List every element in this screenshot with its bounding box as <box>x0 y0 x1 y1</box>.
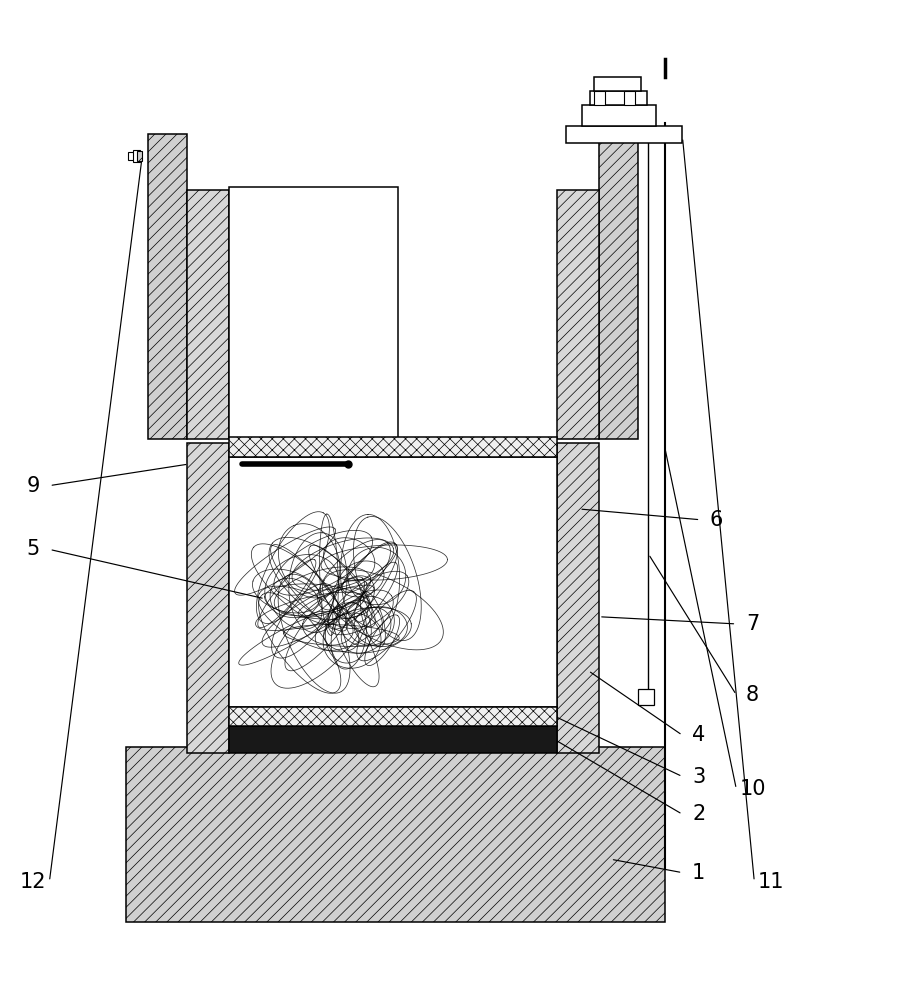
Bar <box>126 747 665 922</box>
Text: 4: 4 <box>692 725 705 745</box>
Bar <box>187 190 229 439</box>
Bar <box>148 134 187 439</box>
Bar <box>590 91 647 105</box>
Text: 6: 6 <box>710 510 723 530</box>
Text: 3: 3 <box>692 767 705 787</box>
Bar <box>594 77 641 91</box>
Bar <box>137 151 142 161</box>
Text: 10: 10 <box>739 779 766 799</box>
Bar <box>133 150 140 162</box>
Bar <box>229 437 557 457</box>
Bar <box>582 105 656 126</box>
Bar <box>624 91 635 105</box>
Bar <box>229 187 398 439</box>
Bar <box>229 457 557 707</box>
Bar <box>594 91 605 105</box>
Bar <box>557 443 599 753</box>
Text: 5: 5 <box>27 539 40 559</box>
Text: 2: 2 <box>692 804 705 824</box>
Bar <box>566 126 682 143</box>
Bar <box>229 707 557 726</box>
Text: 12: 12 <box>20 872 47 892</box>
Text: 9: 9 <box>27 476 40 496</box>
Bar <box>187 443 229 753</box>
Text: 11: 11 <box>757 872 784 892</box>
Text: 1: 1 <box>692 863 705 883</box>
Bar <box>128 152 136 160</box>
Text: 8: 8 <box>746 685 759 705</box>
Bar <box>557 190 599 439</box>
Text: 7: 7 <box>746 614 759 634</box>
Bar <box>638 689 654 705</box>
Bar <box>229 726 557 753</box>
Bar <box>599 134 638 439</box>
